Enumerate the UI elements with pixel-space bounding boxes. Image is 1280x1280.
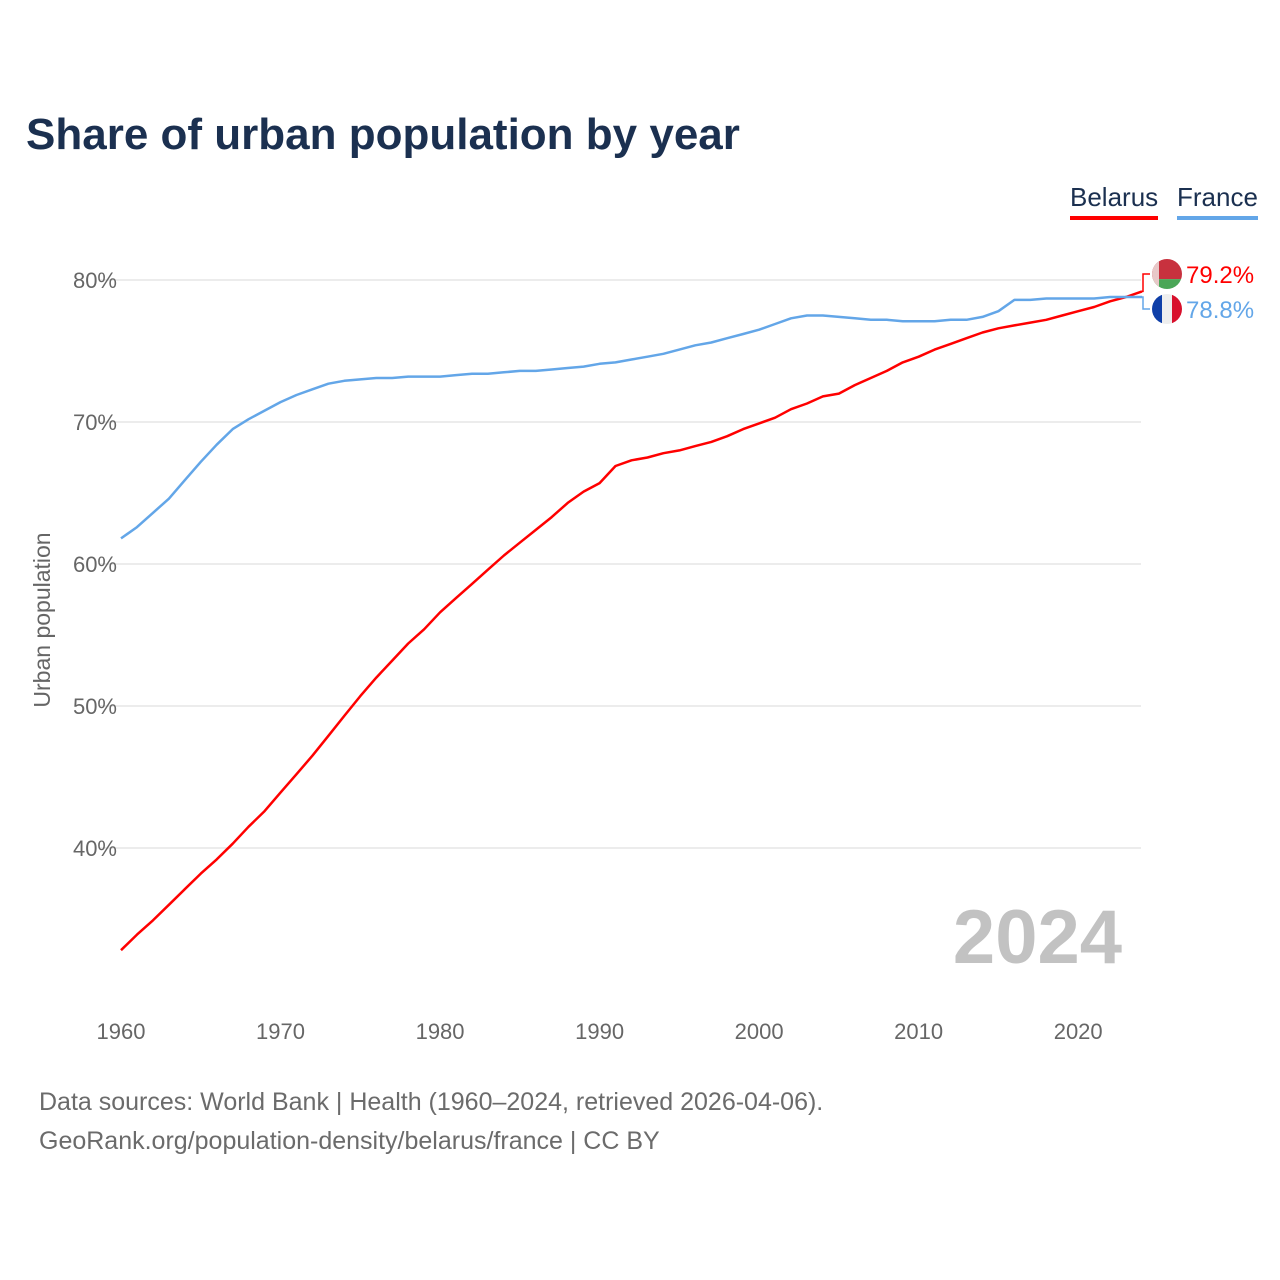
- y-tick-label: 40%: [73, 836, 117, 861]
- france-flag-icon: [1152, 294, 1182, 324]
- end-connector: [1142, 296, 1150, 310]
- end-value-label-belarus: 79.2%: [1186, 262, 1254, 289]
- x-tick-label: 1990: [575, 1019, 624, 1044]
- series-line-france[interactable]: [120, 295, 1142, 540]
- belarus-flag-icon: [1152, 259, 1182, 289]
- y-tick-label: 80%: [73, 268, 117, 293]
- y-tick-label: 70%: [73, 410, 117, 435]
- year-watermark: 2024: [953, 895, 1122, 980]
- footer-attribution: GeoRank.org/population-density/belarus/f…: [39, 1127, 660, 1155]
- y-tick-label: 50%: [73, 694, 117, 719]
- chart-title: Share of urban population by year: [26, 110, 740, 159]
- x-tick-label: 2010: [894, 1019, 943, 1044]
- series-line-belarus[interactable]: [120, 290, 1143, 952]
- y-axis-label: Urban population: [29, 532, 55, 707]
- end-value-label-france: 78.8%: [1186, 297, 1254, 324]
- end-connector: [1142, 273, 1150, 293]
- x-tick-label: 1970: [256, 1019, 305, 1044]
- x-tick-label: 2020: [1054, 1019, 1103, 1044]
- legend-item-france[interactable]: France: [1177, 182, 1258, 220]
- x-tick-label: 1980: [416, 1019, 465, 1044]
- x-tick-label: 1960: [97, 1019, 146, 1044]
- x-tick-label: 2000: [735, 1019, 784, 1044]
- footer-sources: Data sources: World Bank | Health (1960–…: [39, 1088, 824, 1116]
- legend-item-belarus[interactable]: Belarus: [1070, 182, 1159, 220]
- y-tick-label: 60%: [73, 552, 117, 577]
